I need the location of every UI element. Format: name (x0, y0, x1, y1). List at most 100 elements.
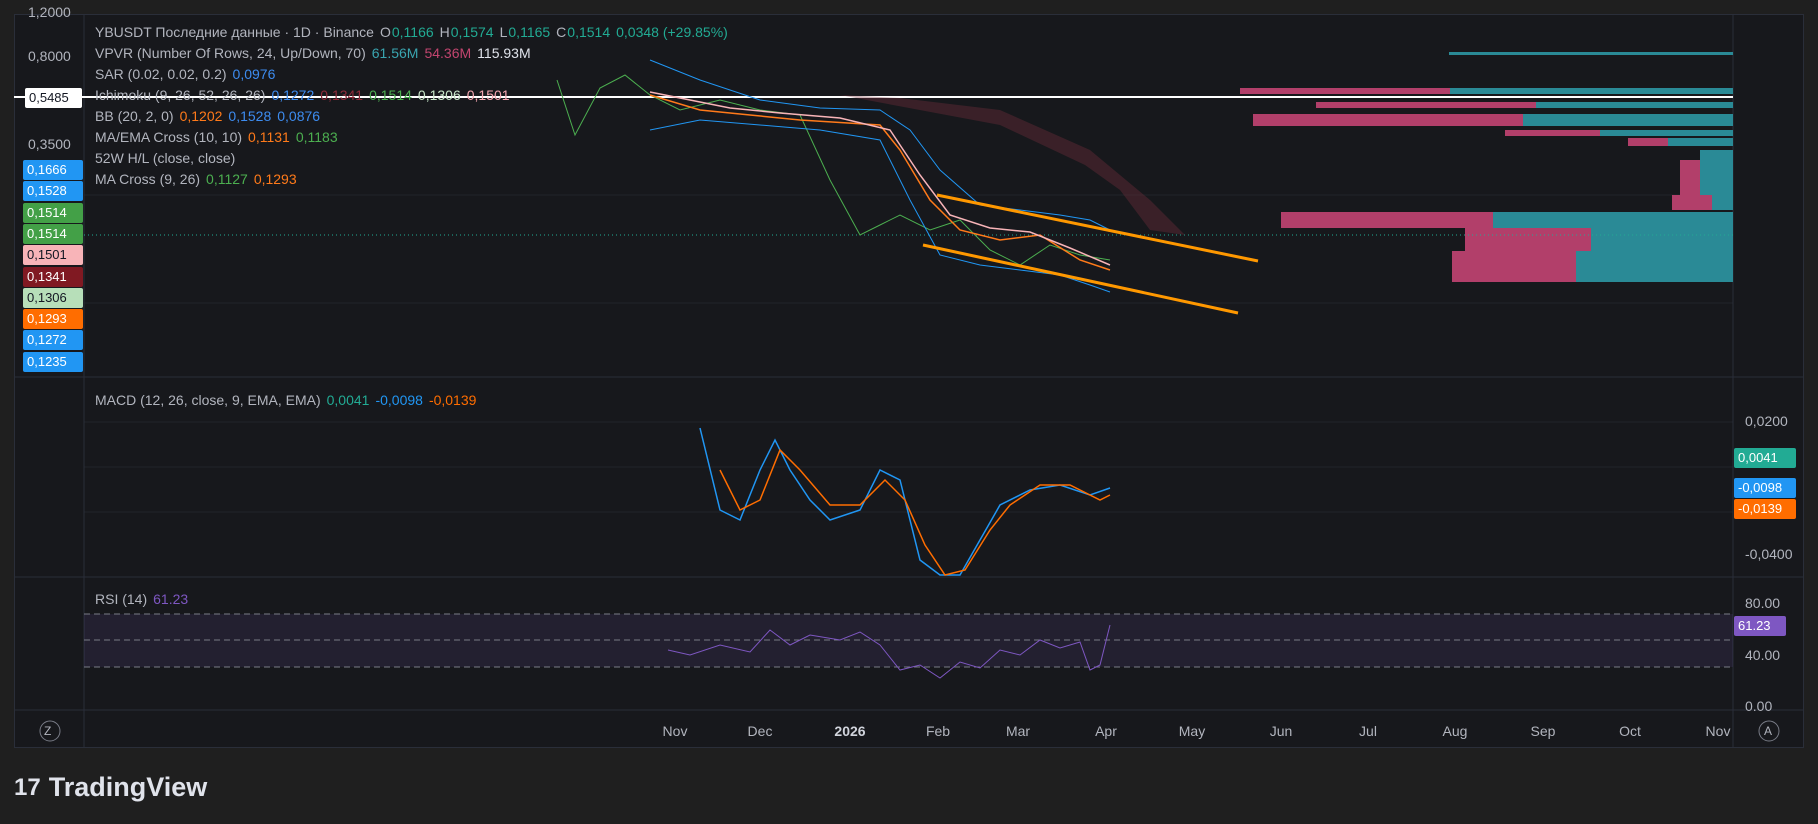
legend-value: 54.36M (424, 45, 472, 61)
bb-lower (649, 119, 1111, 293)
rsi-axis-label: 80.00 (1745, 595, 1781, 611)
ichimoku-cloud (840, 95, 1185, 235)
legend-row: MA/EMA Cross (10, 10) 0,1131 0,1183 (95, 128, 338, 146)
time-label: Jul (1359, 723, 1377, 739)
legend-row: BB (20, 2, 0) 0,1202 0,1528 0,0876 (95, 107, 320, 125)
legend-value: 0,0876 (277, 108, 321, 124)
legend-name: BB (20, 2, 0) (95, 108, 174, 124)
rsi-badge: 61.23 (1734, 616, 1786, 636)
legend-name: YBUSDT Последние данные · 1D · Binance (95, 24, 374, 40)
legend-value: 0,1293 (253, 171, 297, 187)
legend-name: SAR (0.02, 0.02, 0.2) (95, 66, 227, 82)
scale-button[interactable]: Z (44, 724, 52, 738)
legend-row: SAR (0.02, 0.02, 0.2) 0,0976 (95, 65, 275, 83)
time-label: Nov (1705, 723, 1731, 739)
legend-value: 0,1514 (567, 24, 611, 40)
rsi-axis-label: 0.00 (1745, 698, 1773, 714)
price-label: 1,2000 (28, 4, 71, 20)
price-badge: 0,1293 (23, 309, 83, 330)
time-label: Aug (1442, 723, 1468, 739)
price-badge: 0,1514 (23, 202, 83, 223)
price-badge: 0,1528 (23, 181, 83, 202)
time-label: Sep (1530, 723, 1556, 739)
trendline (922, 243, 1239, 315)
price-label: 0,3500 (28, 136, 71, 152)
legend-value: 0,1528 (228, 108, 272, 124)
macd-value: 0,0041 (326, 392, 370, 408)
legend-value: 61.56M (371, 45, 419, 61)
legend-row: 52W H/L (close, close) (95, 149, 235, 167)
legend-value: 0,0976 (232, 66, 276, 82)
legend-key: C (556, 24, 567, 40)
legend-row: Ichimoku (9, 26, 52, 26, 26) 0,1272 0,1341… (95, 86, 510, 104)
legend-name: 52W H/L (close, close) (95, 150, 236, 166)
macd-value: -0,0139 (428, 392, 477, 408)
legend-name: MA/EMA Cross (10, 10) (95, 129, 243, 145)
legend-key: L (499, 24, 508, 40)
legend-key: H (439, 24, 450, 40)
time-label: Dec (747, 723, 773, 739)
price (649, 91, 1111, 266)
price-badge: 0,1306 (23, 287, 83, 308)
macd-legend: MACD (12, 26, close, 9, EMA, EMA) 0,0041-… (95, 391, 476, 409)
legend-value: 0,1165 (508, 24, 551, 40)
chart-area (14, 14, 1804, 748)
logo-text: TradingView (48, 772, 208, 802)
rsi-name: RSI (14) (95, 591, 148, 607)
bb-upper (649, 59, 1111, 231)
legend-value: 0,1131 (248, 129, 290, 145)
legend-row: VPVR (Number Of Rows, 24, Up/Down, 70) 61… (95, 44, 531, 62)
price-badge: 0,1501 (23, 245, 83, 266)
legend-value: 0,1574 (450, 24, 494, 40)
legend-value: 0,1202 (179, 108, 223, 124)
legend-row: YBUSDT Последние данные · 1D · Binance O 0… (95, 23, 728, 41)
time-label: Feb (925, 723, 951, 739)
legend-value: 0,1183 (295, 129, 338, 145)
macd-axis-label: 0,0200 (1745, 413, 1788, 429)
legend-name: VPVR (Number Of Rows, 24, Up/Down, 70) (95, 45, 366, 61)
macd-badge: 0,0041 (1734, 448, 1796, 468)
price-badge: 0,1235 (23, 351, 83, 372)
price-badge: 0,1272 (23, 330, 83, 351)
time-label: May (1178, 723, 1206, 739)
logo-icon: 17 (14, 773, 41, 801)
legend-value: 0,1514 (369, 87, 412, 103)
rsi-value: 61.23 (153, 591, 189, 607)
macd-axis-label: -0,0400 (1745, 546, 1793, 562)
rsi-levels (84, 613, 1733, 668)
macd-value: -0,0098 (375, 392, 423, 408)
trendline (936, 193, 1259, 263)
rsi-legend: RSI (14) 61.23 (95, 590, 188, 608)
legend-value: 0,1501 (466, 87, 510, 103)
macd-name: MACD (12, 26, close, 9, EMA, EMA) (95, 392, 321, 408)
legend-row: MA Cross (9, 26) 0,1127 0,1293 (95, 170, 297, 188)
legend-value: 0,1306 (417, 87, 461, 103)
volume-profile (1240, 52, 1733, 282)
macd-line (699, 427, 1111, 576)
current-price: 0,5485 (25, 88, 82, 108)
legend-name: MA Cross (9, 26) (95, 171, 201, 187)
legend-key: O (379, 24, 391, 40)
legend-name: Ichimoku (9, 26, 52, 26, 26) (95, 87, 266, 103)
macd-badge: -0,0139 (1734, 499, 1796, 519)
scale-buttons (39, 720, 1780, 742)
logo: 17 TradingView (14, 772, 207, 803)
macd-badge: -0,0098 (1734, 478, 1796, 498)
time-label: Nov (662, 723, 688, 739)
time-label: Oct (1619, 723, 1641, 739)
time-label: Apr (1095, 723, 1117, 739)
rsi-line (667, 624, 1111, 679)
price-badge: 0,1341 (23, 266, 83, 287)
rsi-axis-label: 40.00 (1745, 647, 1781, 663)
signal-line (719, 448, 1111, 576)
legend-value: 0,1127 (206, 171, 248, 187)
scale-button[interactable]: A (1764, 724, 1773, 738)
time-label: 2026 (834, 723, 866, 739)
legend-value: 0,0348 (+29.85%) (616, 24, 728, 40)
time-label: Jun (1269, 723, 1293, 739)
time-label: Mar (1005, 723, 1031, 739)
price-label: 0,8000 (28, 48, 71, 64)
ichimoku-lagging (556, 74, 1111, 266)
